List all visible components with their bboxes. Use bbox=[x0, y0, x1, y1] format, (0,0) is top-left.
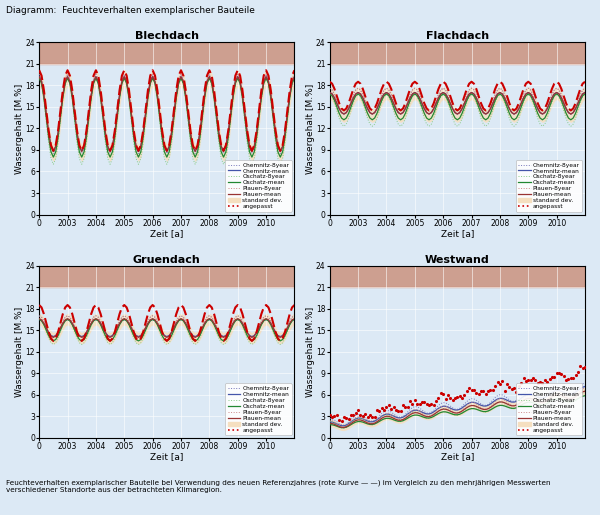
Text: Diagramm:  Feuchteverhalten exemplarischer Bauteile: Diagramm: Feuchteverhalten exemplarische… bbox=[6, 6, 255, 15]
Legend: Chemnitz-8year, Chemnitz-mean, Oschatz-8year, Oschatz-mean, Plauen-8year, Plauen: Chemnitz-8year, Chemnitz-mean, Oschatz-8… bbox=[516, 384, 582, 435]
Text: Feuchteverhalten exemplarischer Bauteile bei Verwendung des neuen Referenzjahres: Feuchteverhalten exemplarischer Bauteile… bbox=[6, 480, 551, 493]
X-axis label: Zeit [a]: Zeit [a] bbox=[440, 452, 474, 461]
Y-axis label: Wassergehalt [M.%]: Wassergehalt [M.%] bbox=[305, 306, 314, 397]
Y-axis label: Wassergehalt [M.%]: Wassergehalt [M.%] bbox=[305, 83, 314, 174]
X-axis label: Zeit [a]: Zeit [a] bbox=[150, 452, 184, 461]
Bar bbox=[39, 42, 295, 64]
Legend: Chemnitz-8year, Chemnitz-mean, Oschatz-8year, Oschatz-mean, Plauen-8year, Plauen: Chemnitz-8year, Chemnitz-mean, Oschatz-8… bbox=[225, 160, 292, 212]
Y-axis label: Wassergehalt [M.%]: Wassergehalt [M.%] bbox=[15, 306, 24, 397]
Legend: Chemnitz-8year, Chemnitz-mean, Oschatz-8year, Oschatz-mean, Plauen-8year, Plauen: Chemnitz-8year, Chemnitz-mean, Oschatz-8… bbox=[225, 384, 292, 435]
Title: Blechdach: Blechdach bbox=[135, 31, 199, 42]
X-axis label: Zeit [a]: Zeit [a] bbox=[440, 229, 474, 238]
Bar bbox=[39, 266, 295, 287]
X-axis label: Zeit [a]: Zeit [a] bbox=[150, 229, 184, 238]
Bar bbox=[330, 266, 585, 287]
Title: Westwand: Westwand bbox=[425, 255, 490, 265]
Legend: Chemnitz-8year, Chemnitz-mean, Oschatz-8year, Oschatz-mean, Plauen-8year, Plauen: Chemnitz-8year, Chemnitz-mean, Oschatz-8… bbox=[516, 160, 582, 212]
Bar bbox=[330, 42, 585, 64]
Title: Flachdach: Flachdach bbox=[426, 31, 489, 42]
Title: Gruendach: Gruendach bbox=[133, 255, 200, 265]
Y-axis label: Wassergehalt [M.%]: Wassergehalt [M.%] bbox=[15, 83, 24, 174]
